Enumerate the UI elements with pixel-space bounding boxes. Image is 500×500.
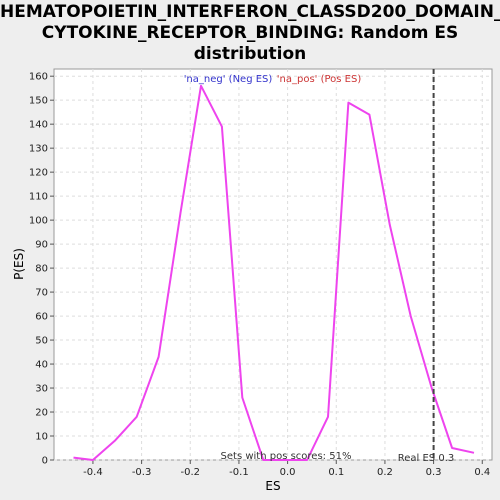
y-tick-label: 150 bbox=[29, 96, 48, 107]
y-tick-label: 50 bbox=[35, 336, 48, 347]
y-tick-label: 30 bbox=[35, 384, 48, 395]
grid-layer bbox=[54, 69, 492, 461]
es-distribution-line bbox=[73, 84, 475, 461]
chart-title-line-3: distribution bbox=[193, 44, 307, 64]
y-tick-label: 0 bbox=[42, 456, 48, 467]
chart-title-line-2: CYTOKINE_RECEPTOR_BINDING: Random ES bbox=[41, 23, 459, 43]
x-tick-label: 0.0 bbox=[280, 467, 296, 478]
axis-layer: 0 10 20 30 40 50 60 70 80 90 100 110 120 130 140 150 160… bbox=[29, 72, 490, 478]
x-tick-label: 0.3 bbox=[426, 467, 442, 478]
x-tick-label: -0.4 bbox=[83, 467, 103, 478]
x-tick-label: -0.3 bbox=[132, 467, 152, 478]
y-tick-label: 10 bbox=[35, 432, 48, 443]
y-tick-label: 60 bbox=[35, 312, 48, 323]
x-tick-label: -0.2 bbox=[181, 467, 201, 478]
x-tick-label: 0.4 bbox=[474, 467, 490, 478]
x-axis-title: ES bbox=[265, 479, 280, 493]
y-tick-label: 110 bbox=[29, 192, 48, 203]
chart-title: HEMATOPOIETIN_INTERFERON_CLASSD200_DOMAI… bbox=[0, 2, 500, 65]
y-tick-label: 140 bbox=[29, 120, 48, 131]
y-tick-label: 70 bbox=[35, 288, 48, 299]
y-tick-label: 160 bbox=[29, 72, 48, 83]
legend-entry-neg: 'na_neg' (Neg ES) bbox=[184, 74, 273, 85]
y-tick-label: 20 bbox=[35, 408, 48, 419]
chart-title-line-1: HEMATOPOIETIN_INTERFERON_CLASSD200_DOMAI… bbox=[0, 2, 500, 22]
overlay-layer: 'na_neg' (Neg ES) 'na_pos' (Pos ES) Sets… bbox=[184, 74, 455, 464]
y-tick-label: 130 bbox=[29, 144, 48, 155]
real-es-label: Real ES 0.3 bbox=[398, 453, 454, 464]
y-tick-label: 40 bbox=[35, 360, 48, 371]
y-tick-label: 120 bbox=[29, 168, 48, 179]
pos-scores-annotation: Sets with pos scores: 51% bbox=[221, 451, 352, 462]
plot-area bbox=[53, 68, 493, 461]
x-tick-label: 0.1 bbox=[328, 467, 344, 478]
series-layer bbox=[73, 69, 475, 461]
y-tick-label: 90 bbox=[35, 240, 48, 251]
x-tick-label: 0.2 bbox=[377, 467, 393, 478]
legend-entry-pos: 'na_pos' (Pos ES) bbox=[277, 74, 362, 85]
x-tick-label: -0.1 bbox=[229, 467, 249, 478]
y-axis-title: P(ES) bbox=[12, 248, 26, 280]
y-tick-label: 80 bbox=[35, 264, 48, 275]
y-tick-label: 100 bbox=[29, 216, 48, 227]
